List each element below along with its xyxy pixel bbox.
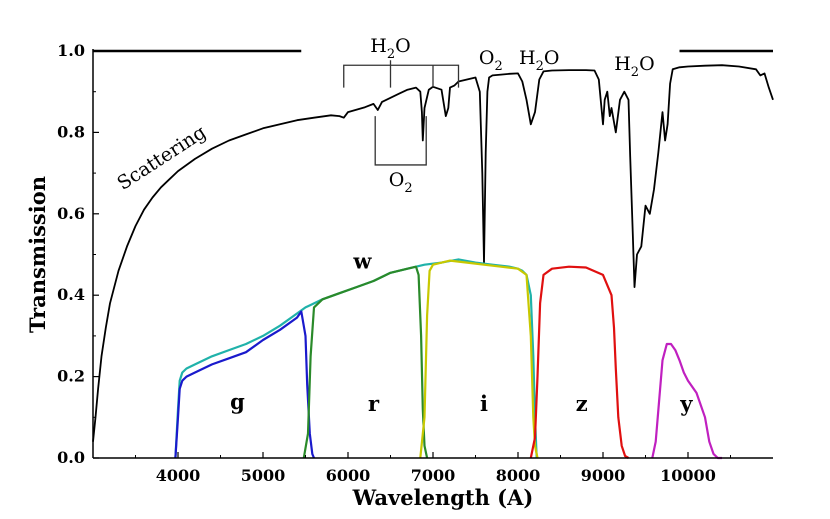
x-tick-label-10000: 10000 [660, 466, 716, 485]
y-axis-title: Transmission [25, 176, 50, 333]
x-tick-label-7000: 7000 [411, 466, 456, 485]
series-r [302, 265, 429, 459]
h2o-label-mid: H2O [519, 47, 559, 74]
plot-area [92, 49, 774, 460]
y-tick-label-0.8: 0.8 [57, 122, 85, 141]
h2o-label-right: H2O [614, 53, 654, 80]
series-atmosphere [92, 64, 774, 442]
band-label-y: y [679, 391, 693, 416]
h2o-label-main: H2O [370, 35, 410, 62]
band-label-i: i [480, 391, 488, 416]
y-tick-label-0.4: 0.4 [57, 285, 85, 304]
y-tick-label-0.6: 0.6 [57, 204, 85, 223]
x-axis-title: Wavelength (A) [352, 485, 534, 510]
o2-bracket [374, 116, 427, 166]
y-tick-label-0: 0.0 [57, 448, 85, 467]
band-label-r: r [368, 391, 380, 416]
x-tick-label-9000: 9000 [581, 466, 626, 485]
y-tick-label-1: 1.0 [57, 41, 85, 60]
x-tick-label-8000: 8000 [496, 466, 541, 485]
x-tick-label-4000: 4000 [156, 466, 201, 485]
axes: 4000 5000 6000 7000 8000 9000 10000 0.0 0.2 0.4 0.… [25, 41, 773, 510]
x-tick-label-6000: 6000 [326, 466, 371, 485]
band-label-g: g [230, 389, 245, 414]
x-tick-label-5000: 5000 [241, 466, 286, 485]
series-g [174, 310, 316, 459]
h2o-bracket [343, 60, 460, 88]
series-i [419, 259, 539, 459]
series-y [651, 342, 722, 460]
band-label-z: z [576, 391, 588, 416]
band-label-w: w [352, 249, 372, 274]
series-z [529, 265, 630, 459]
o2-label-lower: O2 [389, 169, 413, 196]
o2-label-upper: O2 [479, 47, 503, 74]
y-tick-label-0.2: 0.2 [57, 367, 85, 386]
